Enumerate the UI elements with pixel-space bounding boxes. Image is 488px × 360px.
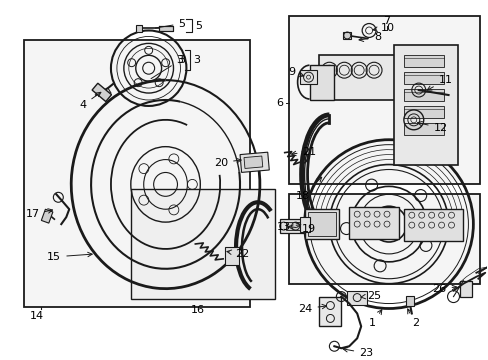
Bar	[319, 55, 398, 100]
Text: 14: 14	[29, 311, 43, 321]
Bar	[288, 194, 479, 284]
Text: 2: 2	[407, 309, 418, 328]
Bar	[403, 106, 443, 118]
Bar	[348, 207, 398, 239]
Bar	[224, 247, 239, 265]
Bar	[403, 123, 443, 135]
Bar	[403, 55, 443, 67]
Text: 21: 21	[291, 147, 316, 157]
Text: 20: 20	[214, 158, 241, 167]
Text: 5: 5	[195, 21, 202, 31]
Bar	[299, 70, 317, 84]
Text: 24: 24	[298, 303, 326, 314]
Bar	[92, 83, 111, 102]
Text: 7: 7	[383, 15, 390, 26]
Bar	[288, 15, 479, 184]
Text: 25: 25	[360, 291, 381, 301]
Bar	[346, 291, 366, 305]
Bar	[299, 217, 309, 232]
Bar	[131, 189, 274, 298]
Text: 5: 5	[155, 18, 185, 28]
Text: 17: 17	[25, 209, 52, 219]
Text: 19: 19	[288, 224, 315, 234]
Bar	[136, 24, 142, 32]
Text: 6: 6	[276, 98, 283, 108]
Text: 9: 9	[288, 67, 303, 77]
Bar	[244, 156, 262, 168]
Text: 16: 16	[191, 306, 205, 315]
Bar	[158, 26, 172, 31]
Bar	[343, 32, 350, 39]
Bar	[460, 281, 471, 297]
Text: 15: 15	[47, 252, 92, 262]
Text: 11: 11	[426, 75, 452, 90]
Bar	[307, 212, 336, 236]
Bar	[403, 209, 463, 241]
Text: 26: 26	[431, 284, 456, 294]
Bar	[304, 209, 339, 239]
Bar	[240, 152, 269, 172]
Text: 12: 12	[417, 121, 447, 133]
Bar	[23, 40, 249, 306]
Bar	[285, 222, 301, 230]
Bar	[319, 297, 341, 327]
Text: 18: 18	[295, 177, 321, 201]
Text: 23: 23	[343, 347, 372, 358]
Text: 3: 3	[178, 55, 185, 65]
Bar	[279, 219, 307, 233]
Bar	[403, 72, 443, 84]
Text: 4: 4	[80, 92, 101, 110]
Text: 8: 8	[358, 32, 381, 42]
Bar	[309, 65, 334, 100]
Bar	[41, 209, 53, 223]
Bar	[403, 89, 443, 101]
Text: 22: 22	[226, 249, 249, 259]
Text: 10: 10	[372, 23, 394, 32]
Text: 1: 1	[368, 310, 381, 328]
Text: 3: 3	[151, 55, 183, 78]
Bar	[405, 296, 413, 306]
Text: 13: 13	[276, 222, 300, 232]
Text: 3: 3	[193, 55, 200, 65]
Bar	[393, 45, 458, 165]
